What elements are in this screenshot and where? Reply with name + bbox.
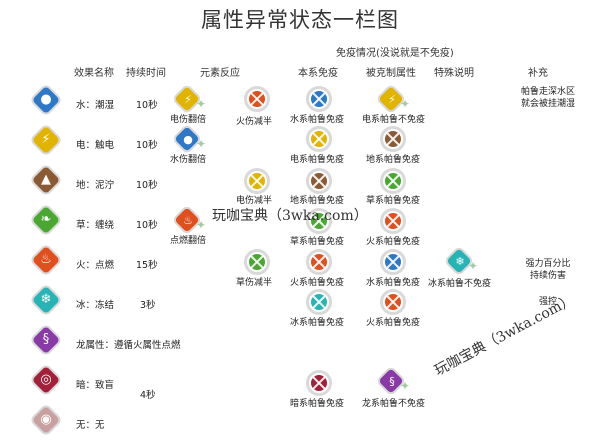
reaction-icon-fire: ♨ <box>174 207 200 233</box>
duration-water: 10秒 <box>136 100 158 111</box>
row-name-dragon: 龙属性：遵循火属性点燃 <box>76 340 181 351</box>
immune-circle-dark <box>306 370 332 396</box>
countered-circle-fire <box>380 289 406 315</box>
immune-circle-water <box>306 86 332 112</box>
countered-label: 龙系帕鲁不免疫 <box>362 399 426 409</box>
reaction-circle-grass <box>244 249 270 275</box>
row-icon-dragon: § <box>31 325 61 355</box>
special-label: 冰系帕鲁不免疫 <box>428 279 492 289</box>
immune-circle-ground <box>306 168 332 194</box>
duration-grass: 10秒 <box>136 220 158 231</box>
row-name-water: 水：潮湿 <box>76 100 115 111</box>
row-icon-grass: ❧ <box>31 205 61 235</box>
row-name-dark: 暗：致盲 <box>76 380 115 391</box>
immune-circle-fire <box>306 249 332 275</box>
immune-label: 地系帕鲁免疫 <box>290 196 345 206</box>
boost-star-icon: ✦ <box>468 259 479 273</box>
reaction-label: 电伤翻倍 <box>170 115 207 125</box>
countered-label: 火系帕鲁免疫 <box>366 318 421 328</box>
countered-label: 草系帕鲁免疫 <box>366 196 421 206</box>
row-name-ground: 地：泥泞 <box>76 180 115 191</box>
boost-star-icon: ✦ <box>400 97 411 111</box>
header-element-reaction: 元素反应 <box>200 68 240 79</box>
reaction-label: 点燃翻倍 <box>170 236 207 246</box>
row-icon-ice: ❄ <box>31 285 61 315</box>
reaction-label: 电伤减半 <box>236 196 273 206</box>
header-countered: 被克制属性 <box>366 68 416 79</box>
row-icon-fire: ♨ <box>31 245 61 275</box>
page-title: 属性异常状态一栏图 <box>201 8 399 32</box>
header-own-immune: 本系免疫 <box>298 68 338 79</box>
countered-label: 水系帕鲁免疫 <box>366 278 421 288</box>
row-name-grass: 草：缠绕 <box>76 220 115 231</box>
row-icon-ground: ▲ <box>31 165 61 195</box>
supplement-note-fire: 强力百分比 持续伤害 <box>525 259 571 281</box>
duration-ground: 10秒 <box>136 180 158 191</box>
immunity-caption: 免疫情况(没说就是不免疫) <box>336 48 454 59</box>
row-icon-dark: ◎ <box>31 365 61 395</box>
supplement-note-ice: 强控 <box>538 297 557 307</box>
row-icon-neutral: ◉ <box>31 405 61 435</box>
immune-label: 草系帕鲁免疫 <box>290 237 345 247</box>
countered-circle-ground <box>380 126 406 152</box>
boost-star-icon: ✦ <box>400 379 411 393</box>
boost-star-icon: ✦ <box>196 97 207 111</box>
header-supplement: 补充 <box>528 68 548 79</box>
watermark-center: 玩咖宝典（3wka.com） <box>212 208 368 224</box>
reaction-icon-electric: ⚡ <box>174 86 200 112</box>
countered-icon-electric: ⚡ <box>378 86 404 112</box>
row-icon-electric: ⚡ <box>31 125 61 155</box>
special-icon-ice: ❄ <box>446 248 472 274</box>
row-name-fire: 火：点燃 <box>76 260 115 271</box>
boost-star-icon: ✦ <box>196 218 207 232</box>
row-name-ice: 冰：冻结 <box>76 300 115 311</box>
countered-circle-fire <box>380 208 406 234</box>
immune-label: 冰系帕鲁免疫 <box>290 318 345 328</box>
duration-electric: 10秒 <box>136 140 158 151</box>
immune-label: 水系帕鲁免疫 <box>290 115 345 125</box>
header-duration: 持续时间 <box>126 68 166 79</box>
countered-label: 电系帕鲁不免疫 <box>362 115 426 125</box>
countered-icon-dragon: § <box>378 368 404 394</box>
reaction-label: 草伤减半 <box>236 278 273 288</box>
reaction-circle-electric <box>244 168 270 194</box>
duration-fire: 15秒 <box>136 260 158 271</box>
duration-dark: 4秒 <box>140 390 156 401</box>
boost-star-icon: ✦ <box>196 137 207 151</box>
immune-circle-ice <box>306 289 332 315</box>
row-name-neutral: 无：无 <box>76 420 105 431</box>
supplement-note-water: 帕鲁走深水区 就会被挂潮湿 <box>520 87 575 109</box>
immune-circle-electric <box>306 126 332 152</box>
reaction-label: 水伤翻倍 <box>170 155 207 165</box>
reaction-circle-fire <box>244 86 270 112</box>
countered-label: 地系帕鲁免疫 <box>366 155 421 165</box>
header-effect-name: 效果名称 <box>74 68 114 79</box>
immune-label: 电系帕鲁免疫 <box>290 155 345 165</box>
countered-label: 火系帕鲁免疫 <box>366 237 421 247</box>
immune-circle-grass <box>306 208 332 234</box>
row-name-electric: 电：触电 <box>76 140 115 151</box>
header-special: 特殊说明 <box>434 68 474 79</box>
countered-circle-grass <box>380 168 406 194</box>
countered-circle-water <box>380 249 406 275</box>
duration-ice: 3秒 <box>140 300 156 311</box>
reaction-label: 火伤减半 <box>236 117 273 127</box>
immune-label: 暗系帕鲁免疫 <box>290 399 345 409</box>
immune-label: 火系帕鲁免疫 <box>290 278 345 288</box>
row-icon-water: ● <box>31 85 61 115</box>
reaction-icon-water: ● <box>174 126 200 152</box>
